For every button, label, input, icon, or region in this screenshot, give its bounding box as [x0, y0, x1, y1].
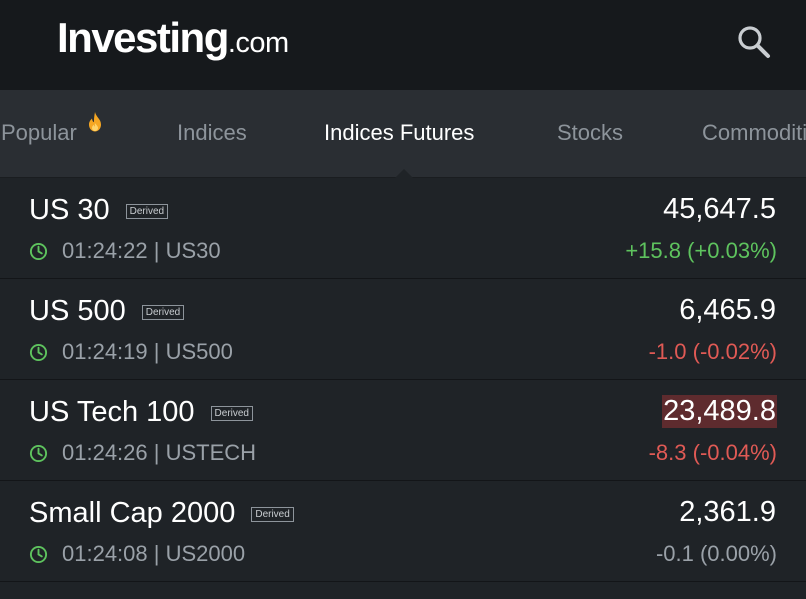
last-price: 6,465.9 — [679, 294, 776, 326]
instrument-row-us2000[interactable]: Small Cap 2000 Derived 01:24:08 | US2000… — [0, 481, 806, 582]
price-change: -1.0 (-0.02%) — [648, 339, 777, 364]
last-price: 2,361.9 — [679, 496, 776, 528]
logo-main-text: Investing — [57, 14, 229, 61]
last-price: 23,489.8 — [662, 395, 777, 428]
derived-badge: Derived — [125, 204, 169, 219]
instrument-meta: 01:24:08 | US2000 — [29, 541, 245, 567]
tab-commodities[interactable]: Commodities — [702, 90, 806, 177]
instrument-name: US 30 Derived — [29, 194, 169, 227]
meta-separator: | — [153, 541, 160, 566]
instrument-symbol: US2000 — [165, 541, 246, 566]
clock-icon — [29, 444, 48, 462]
instrument-name-text: US 500 — [29, 295, 126, 327]
tab-indices-label: Indices — [177, 120, 247, 145]
price-change: -8.3 (-0.04%) — [648, 440, 777, 465]
tab-indices-futures[interactable]: Indices Futures — [324, 90, 475, 177]
instrument-name: US 500 Derived — [29, 295, 185, 328]
app-header: Investing.com — [0, 0, 806, 90]
instrument-name: US Tech 100 Derived — [29, 396, 253, 429]
tab-commodities-label: Commodities — [702, 120, 806, 145]
price-change: -0.1 (0.00%) — [655, 541, 777, 566]
logo-domain-text: .com — [227, 27, 289, 59]
active-tab-indicator — [395, 169, 413, 178]
instrument-symbol: US500 — [165, 339, 233, 364]
meta-separator: | — [153, 238, 160, 263]
clock-icon — [29, 242, 48, 260]
tab-popular-label: Popular — [1, 120, 77, 145]
update-time: 01:24:08 — [62, 541, 148, 566]
instrument-symbol: US30 — [165, 238, 221, 263]
search-button[interactable] — [734, 22, 774, 62]
instrument-name-text: Small Cap 2000 — [29, 497, 236, 529]
instrument-meta: 01:24:19 | US500 — [29, 339, 233, 365]
tab-stocks[interactable]: Stocks — [557, 90, 624, 177]
instrument-row-us500[interactable]: US 500 Derived 01:24:19 | US500 6,465.9 … — [0, 279, 806, 380]
instrument-symbol: USTECH — [165, 440, 257, 465]
instrument-row-ustech[interactable]: US Tech 100 Derived 01:24:26 | USTECH 23… — [0, 380, 806, 481]
last-price: 45,647.5 — [663, 193, 776, 225]
derived-badge: Derived — [251, 507, 294, 522]
instrument-name-text: US Tech 100 — [29, 396, 195, 428]
derived-badge: Derived — [210, 406, 253, 421]
tab-indices-futures-label: Indices Futures — [324, 120, 475, 145]
update-time: 01:24:19 — [62, 339, 148, 364]
instrument-name-text: US 30 — [29, 194, 110, 226]
instrument-list: US 30 Derived 01:24:22 | US30 45,647.5 +… — [0, 178, 806, 582]
tab-stocks-label: Stocks — [557, 120, 624, 145]
clock-icon — [29, 545, 48, 563]
fire-icon — [89, 112, 101, 132]
search-icon — [738, 26, 770, 58]
meta-separator: | — [153, 339, 160, 364]
instrument-row-us30[interactable]: US 30 Derived 01:24:22 | US30 45,647.5 +… — [0, 178, 806, 279]
category-tabs: Popular Indices Indices Futures Stocks C… — [0, 90, 806, 178]
update-time: 01:24:26 — [62, 440, 148, 465]
derived-badge: Derived — [141, 305, 185, 320]
price-change: +15.8 (+0.03%) — [625, 238, 777, 263]
instrument-meta: 01:24:26 | USTECH — [29, 440, 256, 466]
clock-icon — [29, 343, 48, 361]
tab-popular[interactable]: Popular — [1, 90, 77, 177]
instrument-meta: 01:24:22 | US30 — [29, 238, 221, 264]
investing-logo[interactable]: Investing.com — [57, 17, 289, 59]
tab-indices[interactable]: Indices — [177, 90, 247, 177]
meta-separator: | — [153, 440, 160, 465]
update-time: 01:24:22 — [62, 238, 148, 263]
instrument-name: Small Cap 2000 Derived — [29, 497, 294, 530]
